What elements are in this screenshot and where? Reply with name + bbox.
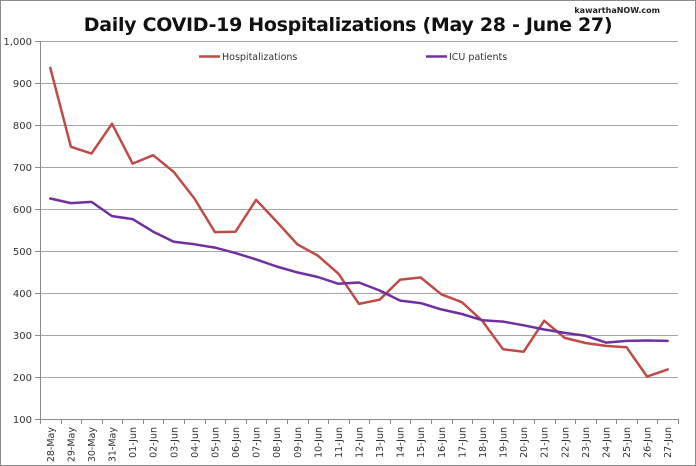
x-tick-label: 14-Jun xyxy=(396,427,407,458)
y-tick-label: 500 xyxy=(13,247,32,258)
x-tick-label: 12-Jun xyxy=(355,427,366,458)
y-axis-ticks: 100 200 300 400 500 600 700 800 900 1,000 xyxy=(3,37,40,426)
y-tick-label: 1,000 xyxy=(3,37,32,48)
x-tick-label: 10-Jun xyxy=(313,427,324,458)
x-tick-label: 21-Jun xyxy=(540,427,551,458)
x-tick-label: 17-Jun xyxy=(457,427,468,458)
series-lines xyxy=(49,66,669,378)
x-tick-label: 30-May xyxy=(87,427,98,463)
x-tick-label: 09-Jun xyxy=(293,427,304,458)
x-tick-label: 01-Jun xyxy=(128,427,139,458)
y-tick-label: 800 xyxy=(13,121,32,132)
x-tick-label: 06-Jun xyxy=(231,427,242,458)
series-line-hospitalizations xyxy=(49,66,669,378)
x-tick-label: 23-Jun xyxy=(581,427,592,458)
y-tick-label: 400 xyxy=(13,289,32,300)
x-tick-label: 19-Jun xyxy=(499,427,510,458)
x-tick-label: 31-May xyxy=(108,427,119,463)
axes xyxy=(40,41,678,420)
x-tick-label: 24-Jun xyxy=(601,427,612,458)
x-tick-label: 20-Jun xyxy=(519,427,530,458)
x-tick-label: 08-Jun xyxy=(272,427,283,458)
gridlines xyxy=(40,41,678,378)
x-tick-label: 29-May xyxy=(66,427,77,463)
x-axis-ticks: 28-May 29-May 30-May 31-May 01-Jun 02-Jun 03-J… xyxy=(40,419,679,463)
y-tick-label: 900 xyxy=(13,79,32,90)
x-tick-label: 04-Jun xyxy=(190,427,201,458)
y-tick-label: 600 xyxy=(13,205,32,216)
x-tick-label: 03-Jun xyxy=(169,427,180,458)
chart-title: Daily COVID-19 Hospitalizations (May 28 … xyxy=(83,14,613,36)
x-tick-label: 13-Jun xyxy=(375,427,386,458)
x-tick-label: 05-Jun xyxy=(210,427,221,458)
legend-label: Hospitalizations xyxy=(222,52,297,63)
x-tick-label: 02-Jun xyxy=(149,427,160,458)
y-tick-label: 200 xyxy=(13,373,32,384)
x-tick-label: 26-Jun xyxy=(643,427,654,458)
x-tick-label: 07-Jun xyxy=(252,427,263,458)
watermark: kawarthaNOW.com xyxy=(574,6,660,15)
legend: Hospitalizations ICU patients xyxy=(199,52,507,63)
y-tick-label: 700 xyxy=(13,163,32,174)
x-tick-label: 22-Jun xyxy=(560,427,571,458)
series-line-icu-patients xyxy=(49,197,669,344)
x-tick-label: 11-Jun xyxy=(334,427,345,458)
x-tick-label: 28-May xyxy=(46,427,57,463)
x-tick-label: 18-Jun xyxy=(478,427,489,458)
x-tick-label: 27-Jun xyxy=(663,427,674,458)
x-tick-label: 25-Jun xyxy=(622,427,633,458)
y-tick-label: 300 xyxy=(13,331,32,342)
legend-label: ICU patients xyxy=(449,52,507,63)
x-tick-label: 16-Jun xyxy=(437,427,448,458)
x-tick-label: 15-Jun xyxy=(416,427,427,458)
y-tick-label: 100 xyxy=(13,415,32,426)
